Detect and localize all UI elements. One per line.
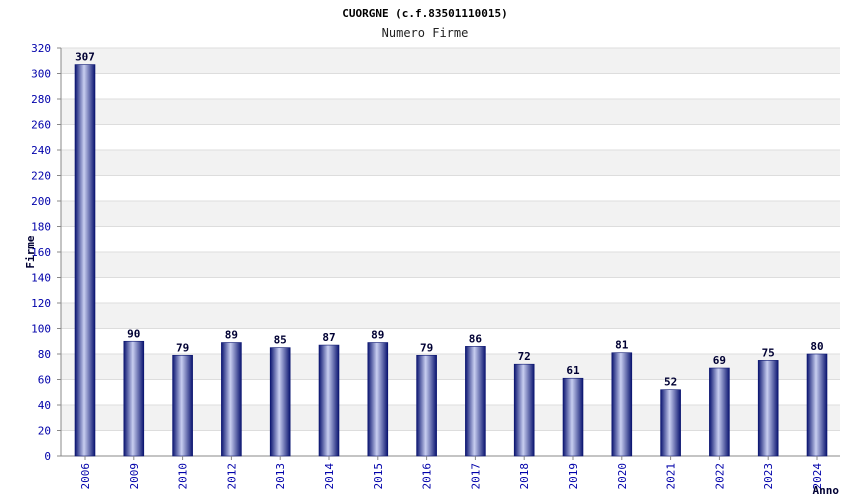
data-label-2013: 85 [274,334,287,347]
y-tick-label: 160 [31,246,51,259]
y-tick-label: 260 [31,119,51,132]
bar-2012 [221,342,242,457]
grid-band [61,201,840,227]
data-label-2017: 86 [469,332,483,345]
x-tick-label-2006: 2006 [79,463,92,490]
y-tick-label: 0 [44,450,51,463]
bars [74,64,828,457]
bar-2015 [367,342,389,457]
data-label-2020: 81 [615,339,629,352]
data-label-2010: 79 [176,341,189,354]
data-label-2022: 69 [713,354,726,367]
bar-2014 [318,344,340,457]
x-tick-label-2023: 2023 [762,463,775,490]
data-label-2021: 52 [664,376,677,389]
data-label-2009: 90 [127,327,140,340]
x-tick-label-2012: 2012 [225,463,238,490]
data-label-2023: 75 [762,346,775,359]
x-tick-label-2014: 2014 [323,463,336,490]
y-tick-label: 320 [31,42,51,55]
x-tick-label-2017: 2017 [469,463,482,490]
data-label-2006: 307 [75,51,95,64]
data-label-2012: 89 [225,329,238,342]
bar-2016 [416,354,437,457]
y-tick-label: 240 [31,144,51,157]
grid-band [61,48,840,74]
bar-2021 [660,389,681,457]
x-tick-label-2013: 2013 [274,463,287,490]
y-tick-label: 80 [38,348,51,361]
grid-band [61,99,840,125]
y-tick-label: 180 [31,221,51,234]
x-tick-label-2010: 2010 [177,463,190,490]
x-tick-label-2021: 2021 [665,463,678,490]
y-tick-label: 120 [31,297,51,310]
bar-2018 [513,363,535,457]
y-tick-label: 140 [31,272,51,285]
y-tick-label: 40 [38,399,51,412]
data-label-2024: 80 [810,340,823,353]
bar-2023 [757,360,779,457]
x-tick-label-2020: 2020 [616,463,629,490]
data-label-2016: 79 [420,341,433,354]
x-tick-label-2024: 2024 [811,463,824,490]
grid-bands [61,48,840,431]
bar-2009 [123,340,145,457]
x-tick-labels: 2006 2009 2010 2012 2013 2014 2015 2016 2017 2018… [79,456,824,490]
data-label-2015: 89 [371,329,384,342]
y-tick-label: 280 [31,93,51,106]
y-axis-label: Firme [24,235,37,268]
grid-band [61,252,840,278]
y-tick-label: 100 [31,323,51,336]
bar-2013 [269,347,291,457]
y-tick-label: 300 [31,68,51,81]
x-tick-label-2018: 2018 [518,463,531,490]
x-tick-label-2015: 2015 [372,463,385,490]
y-tick-label: 220 [31,170,51,183]
bar-2020 [611,352,633,457]
y-tick-label: 200 [31,195,51,208]
data-labels: 307 90 79 89 85 87 89 79 86 72 61 81 52 69 75 80 [75,51,824,389]
data-label-2018: 72 [518,350,531,363]
bar-2024 [806,353,828,457]
x-tick-label-2016: 2016 [421,463,434,490]
bar-2010 [172,354,193,457]
chart-subtitle: Numero Firme [382,26,469,40]
data-label-2014: 87 [322,331,335,344]
bar-2006 [74,64,96,457]
x-tick-label-2022: 2022 [713,463,726,490]
data-label-2019: 61 [566,364,580,377]
bar-2019 [562,377,584,457]
y-tick-label: 20 [38,425,51,438]
y-tick-labels: 0 20 40 60 80 100 120 140 160 180 200 220 240 260 280 3… [31,42,51,463]
bar-2022 [709,367,730,457]
chart-title: CUORGNE (c.f.83501110015) [342,7,508,20]
grid-band [61,150,840,176]
grid-band [61,303,840,329]
x-tick-label-2009: 2009 [128,463,141,490]
x-axis-label: Anno [813,484,840,497]
bar-2017 [465,346,486,457]
x-tick-label-2019: 2019 [567,463,580,490]
y-tick-label: 60 [38,374,51,387]
